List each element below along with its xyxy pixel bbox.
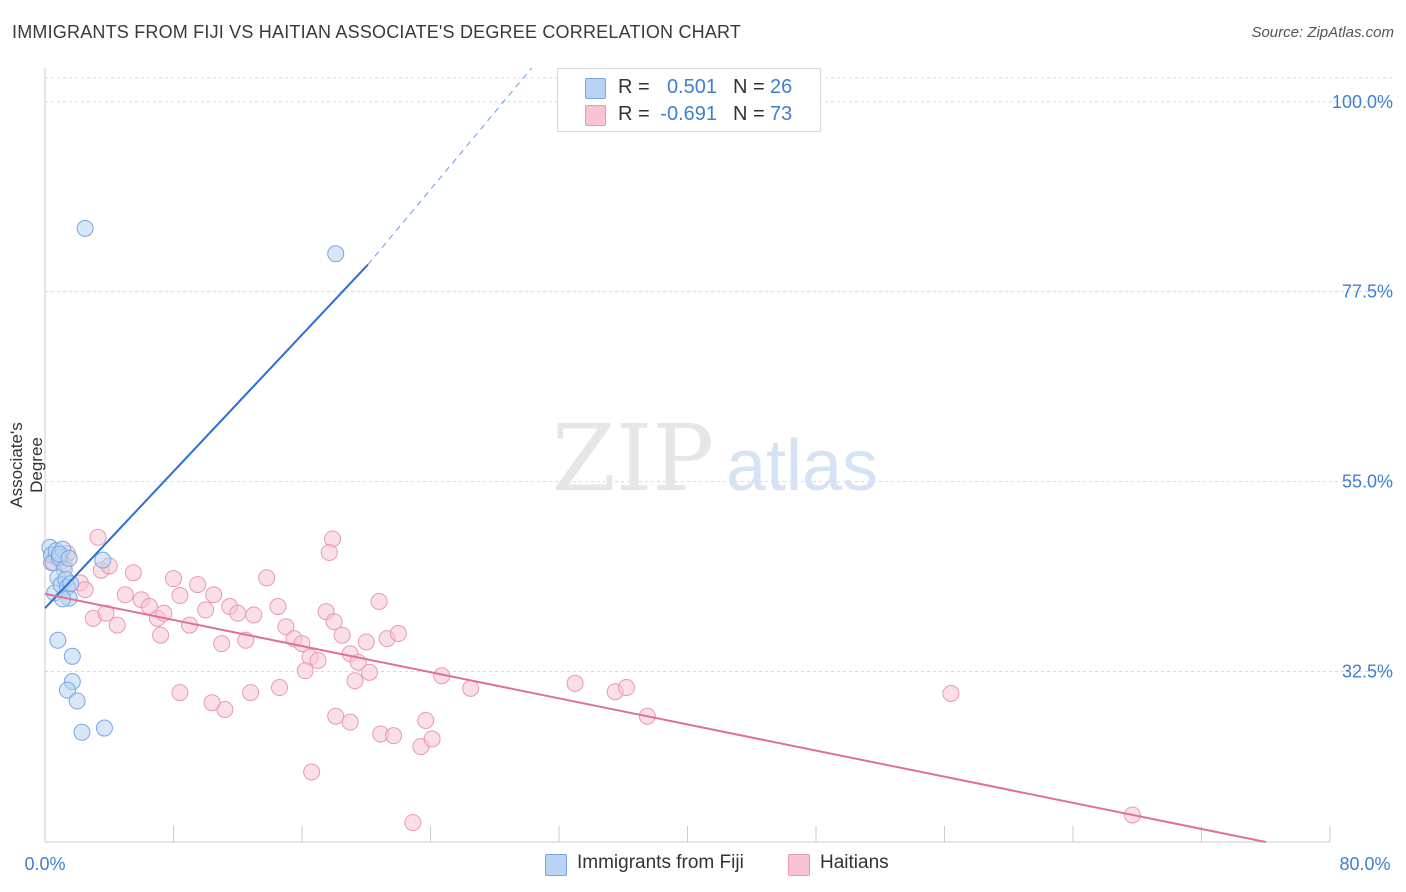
- watermark: ZIP atlas: [552, 405, 878, 512]
- fiji-point: [60, 549, 78, 567]
- haitians-point: [76, 581, 94, 599]
- haitians-point: [346, 672, 364, 690]
- legend-r-value: 0.501: [666, 76, 717, 98]
- legend-r-value: -0.691: [660, 103, 717, 125]
- haitians-point: [245, 606, 263, 624]
- haitians-point: [942, 684, 960, 702]
- y-tick-label: 100.0%: [1332, 92, 1393, 112]
- fiji-point: [94, 551, 112, 569]
- source-note: Source: ZipAtlas.com: [1251, 24, 1394, 41]
- haitians-point: [327, 707, 345, 725]
- haitians-point: [229, 604, 247, 622]
- haitians-point: [203, 694, 221, 712]
- y-tick-label: 55.0%: [1342, 472, 1393, 492]
- correlation-legend: R = 0.501 N = 26 R = -0.691 N = 73: [557, 68, 821, 132]
- fiji-point: [63, 647, 81, 665]
- haitians-point: [423, 730, 441, 748]
- haitians-point: [370, 592, 388, 610]
- haitians-point: [258, 569, 276, 587]
- fiji-point: [68, 692, 86, 710]
- haitians-point: [325, 613, 343, 631]
- haitians-point: [385, 727, 403, 745]
- fiji-points: [41, 219, 345, 741]
- legend-r-label: R =: [618, 103, 650, 125]
- haitians-point: [404, 814, 422, 832]
- y-tick-label: 32.5%: [1342, 662, 1393, 682]
- haitians-point: [213, 635, 231, 653]
- haitians-point: [108, 616, 126, 634]
- x-tick-label: 80.0%: [1339, 854, 1390, 874]
- fiji-point: [49, 631, 67, 649]
- trend-lines: [44, 67, 1266, 843]
- haitians-point: [116, 586, 134, 604]
- fiji-point: [327, 245, 345, 263]
- fiji-point: [73, 723, 91, 741]
- haitians-point: [617, 679, 635, 697]
- haitians-point: [124, 564, 142, 582]
- haitians-point: [389, 625, 407, 643]
- haitians-point: [341, 713, 359, 731]
- haitians-point: [296, 662, 314, 680]
- legend-r-label: R =: [618, 76, 650, 98]
- haitians-points: [42, 528, 1141, 832]
- axes: [44, 68, 1331, 843]
- y-axis-label: Associate's Degree: [7, 422, 46, 508]
- fiji-point: [95, 719, 113, 737]
- legend-swatch-haitians: [585, 105, 606, 126]
- haitians-point: [566, 674, 584, 692]
- haitians-point: [309, 652, 327, 670]
- fiji-trend-extension: [367, 67, 533, 265]
- fiji-point: [62, 575, 80, 593]
- haitians-point: [197, 601, 215, 619]
- haitians-point: [152, 626, 170, 644]
- haitians-point: [269, 598, 287, 616]
- haitians-point: [205, 586, 223, 604]
- haitians-point: [165, 570, 182, 588]
- legend-swatch-fiji: [585, 78, 606, 99]
- haitians-point: [462, 679, 480, 697]
- haitians-point: [303, 763, 321, 781]
- watermark-atlas: atlas: [726, 426, 878, 506]
- haitians-point: [242, 684, 260, 702]
- legend-n-value: 73: [770, 103, 793, 125]
- legend-row-haitians: R = -0.691 N = 73: [558, 102, 820, 128]
- y-tick-label: 77.5%: [1342, 282, 1393, 302]
- chart-title: IMMIGRANTS FROM FIJI VS HAITIAN ASSOCIAT…: [12, 22, 742, 42]
- haitians-point: [171, 587, 189, 605]
- legend-n-label: N =: [733, 76, 765, 98]
- gridlines: [45, 77, 1395, 673]
- legend-n-value: 26: [770, 76, 793, 98]
- legend-label-fiji: Immigrants from Fiji: [577, 852, 744, 873]
- haitians-point: [171, 684, 189, 702]
- fiji-point: [76, 219, 94, 237]
- haitians-trend-line: [44, 592, 1266, 843]
- haitians-point: [417, 711, 435, 729]
- haitians-point: [320, 543, 338, 561]
- tick-labels: 32.5% 55.0% 77.5% 100.0% 0.0% 80.0%: [24, 92, 1393, 874]
- watermark-zip: ZIP: [552, 405, 714, 512]
- legend-n-label: N =: [733, 103, 765, 125]
- haitians-point: [189, 576, 207, 594]
- x-tick-label: 0.0%: [24, 854, 65, 874]
- haitians-point: [277, 618, 295, 636]
- legend-row-fiji: R = 0.501 N = 26: [558, 75, 820, 101]
- haitians-point: [357, 633, 375, 651]
- legend-swatch-fiji: [545, 854, 567, 876]
- legend-swatch-haitians: [788, 854, 810, 876]
- fiji-trend-line: [44, 263, 369, 609]
- fiji-point: [58, 681, 76, 699]
- haitians-point: [360, 663, 378, 681]
- legend-label-haitians: Haitians: [820, 852, 889, 873]
- haitians-point: [333, 626, 351, 644]
- haitians-point: [271, 679, 289, 697]
- haitians-point: [89, 528, 107, 546]
